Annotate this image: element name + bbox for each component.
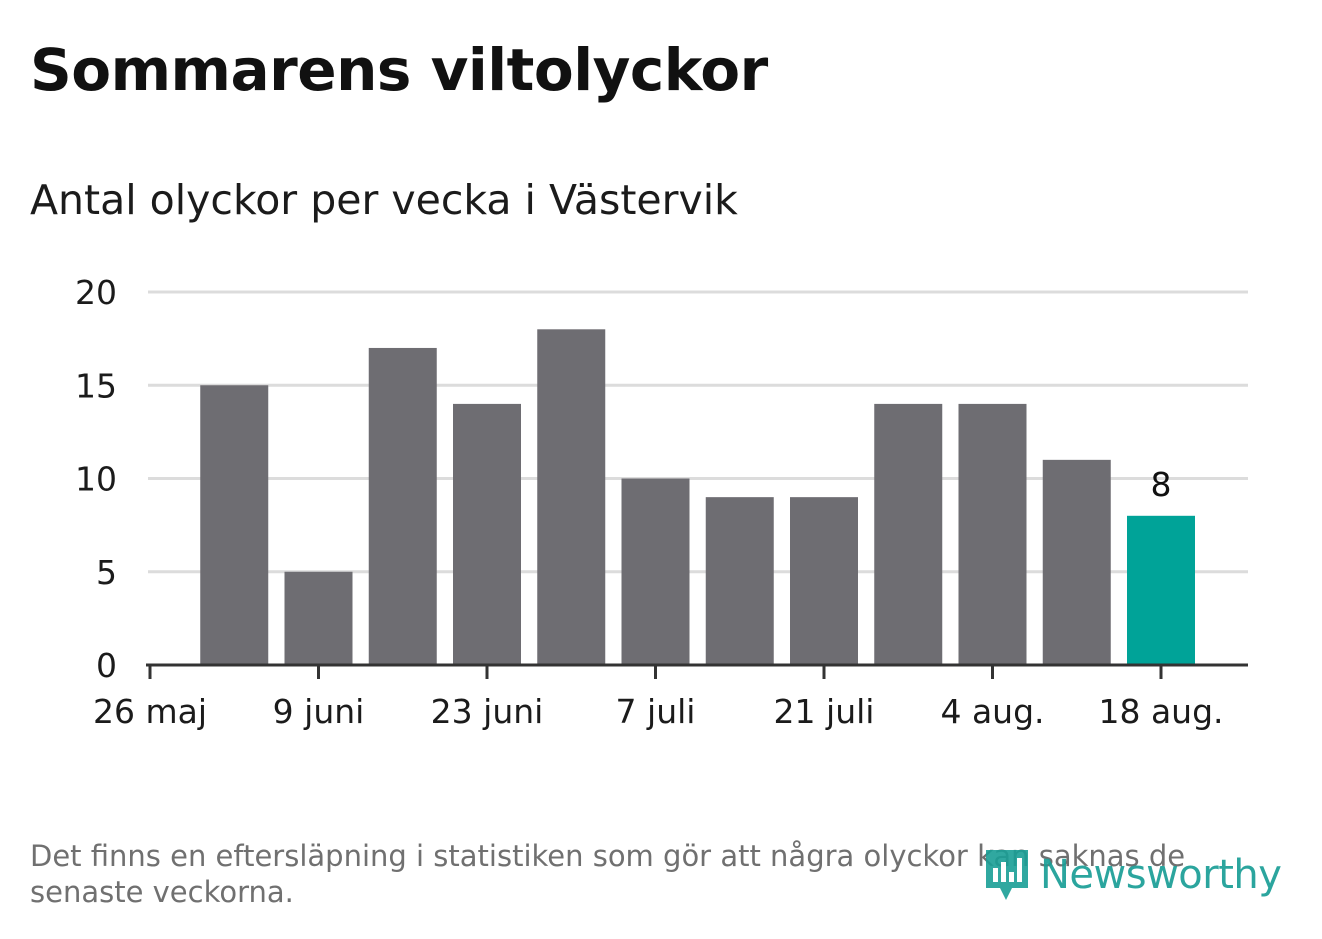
bar <box>621 478 690 665</box>
chart-subtitle: Antal olyckor per vecka i Västervik <box>30 176 738 224</box>
bar-highlight <box>1127 515 1195 665</box>
bar <box>958 403 1027 665</box>
newsworthy-logo[interactable]: Newsworthy <box>982 846 1282 904</box>
y-tick-label: 0 <box>96 646 117 685</box>
bar-chart: 0 5 10 15 20 8 26 maj 9 juni 23 juni 7 juli 21 jul… <box>75 273 1248 731</box>
x-axis <box>146 663 1248 679</box>
bar <box>200 385 269 665</box>
bar <box>790 497 858 665</box>
chart-title: Sommarens viltolyckor <box>30 36 768 104</box>
x-tick-label: 9 juni <box>273 692 365 731</box>
logo-text: Newsworthy <box>1040 852 1282 898</box>
bar <box>284 571 353 665</box>
x-tick-label: 18 aug. <box>1098 692 1223 731</box>
x-tick-label: 21 juli <box>774 692 875 731</box>
labels: 0 5 10 15 20 8 26 maj 9 juni 23 juni 7 juli 21 jul… <box>75 273 1224 731</box>
y-tick-label: 10 <box>75 460 117 499</box>
bar <box>368 347 437 665</box>
x-tick-label: 7 juli <box>616 692 696 731</box>
bar <box>1042 459 1111 665</box>
bars <box>200 329 1195 665</box>
x-tick-label: 26 maj <box>93 692 207 731</box>
bar <box>705 497 774 665</box>
y-tick-label: 15 <box>75 366 117 405</box>
x-tick-label: 23 juni <box>431 692 544 731</box>
y-tick-label: 20 <box>75 273 117 312</box>
y-tick-label: 5 <box>96 553 117 592</box>
newsworthy-logo-icon <box>986 850 1028 900</box>
bar <box>537 329 606 665</box>
data-label: 8 <box>1151 465 1172 504</box>
bar <box>874 403 943 665</box>
bar <box>453 403 521 665</box>
x-tick-label: 4 aug. <box>940 692 1044 731</box>
